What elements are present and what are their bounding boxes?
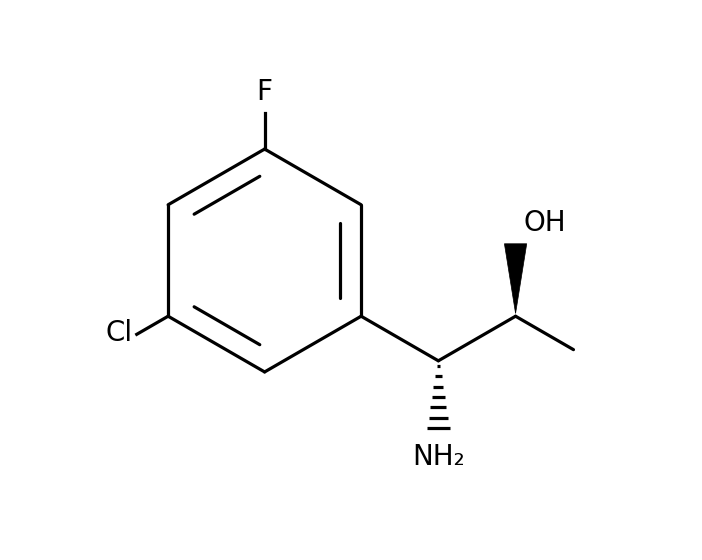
Polygon shape (505, 244, 526, 314)
Text: Cl: Cl (105, 319, 132, 347)
Text: OH: OH (524, 209, 567, 237)
Text: NH₂: NH₂ (412, 444, 465, 472)
Text: F: F (257, 78, 272, 106)
